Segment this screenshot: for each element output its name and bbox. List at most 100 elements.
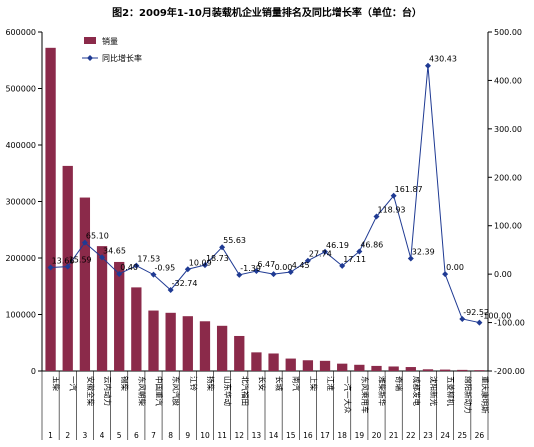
right-tick-label: 500.00: [494, 28, 522, 37]
rank-number: 12: [234, 431, 244, 440]
growth-point: [64, 263, 71, 270]
rank-number: 19: [355, 431, 365, 440]
bar: [371, 365, 382, 371]
growth-point: [304, 257, 311, 264]
bar: [422, 369, 434, 371]
growth-point: [476, 319, 483, 326]
growth-data-label: 46.19: [326, 241, 349, 250]
category-label: 北汽福田: [240, 376, 250, 406]
growth-point: [390, 192, 397, 199]
bar: [234, 335, 245, 371]
right-tick-label: 300.00: [494, 125, 522, 134]
growth-point: [133, 262, 140, 269]
bars-series: [45, 47, 485, 371]
bar: [388, 366, 399, 371]
growth-data-label: 15.59: [69, 256, 92, 265]
bar: [302, 360, 314, 371]
rank-number: 9: [185, 431, 190, 440]
rank-number: 13: [252, 431, 262, 440]
growth-point: [373, 213, 380, 220]
left-tick-label: 300000: [5, 198, 36, 207]
bar: [439, 369, 451, 371]
bar: [216, 325, 228, 371]
category-label: 江铃: [189, 376, 199, 391]
growth-data-label: 4.45: [292, 261, 310, 270]
category-label: 玉柴: [52, 376, 62, 391]
category-label: 南汽: [292, 376, 302, 391]
bar: [182, 316, 193, 371]
category-label: 中国重汽: [155, 376, 165, 406]
left-tick-label: 200000: [5, 254, 36, 263]
growth-point: [236, 271, 243, 278]
legend-label-bar: 销量: [102, 36, 118, 46]
growth-point: [167, 286, 174, 293]
rank-number: 11: [217, 431, 227, 440]
category-label: 沈阳新光: [429, 376, 439, 406]
rank-number: 3: [82, 431, 87, 440]
rank-number: 16: [303, 431, 313, 440]
category-label: 江淮: [326, 376, 336, 391]
growth-data-label: 34.65: [103, 246, 126, 255]
rank-number: 22: [406, 431, 416, 440]
growth-data-label: -1.39: [240, 264, 261, 273]
category-label: 五菱柳机: [446, 376, 456, 406]
category-label: 东风乘用车: [360, 376, 370, 414]
rank-number: 6: [134, 431, 139, 440]
growth-point: [339, 262, 346, 269]
bar: [165, 312, 176, 371]
category-label: 潍柴新华: [378, 376, 388, 406]
growth-data-label: -32.74: [172, 279, 198, 288]
bar: [405, 367, 416, 371]
bar: [79, 197, 91, 371]
category-label: 一汽: [69, 376, 79, 391]
growth-data-label: 55.63: [223, 236, 246, 245]
rank-number: 8: [168, 431, 173, 440]
growth-point: [99, 254, 106, 261]
growth-data-label: 0.00: [275, 263, 293, 272]
growth-data-label: -0.95: [155, 264, 176, 273]
growth-point: [322, 248, 329, 255]
bar: [131, 287, 142, 371]
growth-point: [116, 270, 123, 277]
category-label: 长安: [257, 376, 267, 391]
right-tick-label: 200.00: [494, 173, 522, 182]
bar: [199, 321, 211, 371]
growth-point: [219, 244, 226, 251]
right-tick-label: 100.00: [494, 222, 522, 231]
rank-number: 21: [389, 431, 399, 440]
category-label: 锡柴: [120, 376, 130, 391]
rank-number: 14: [269, 431, 279, 440]
bar: [319, 360, 331, 371]
growth-data-label: 65.10: [86, 232, 109, 241]
right-tick-label: -200.00: [494, 367, 525, 376]
bar: [148, 310, 159, 371]
category-label: 山东华动: [223, 376, 233, 406]
growth-point: [287, 268, 294, 275]
growth-data-label: 430.43: [429, 55, 457, 64]
growth-point: [459, 315, 466, 322]
axes: 0 100000 200000 300000 400000 500000 600000 -20…: [5, 28, 525, 440]
left-tick-label: 400000: [5, 141, 36, 150]
growth-data-label: 46.86: [360, 240, 383, 249]
rank-number: 24: [440, 431, 450, 440]
growth-data-label: 27.74: [309, 250, 332, 259]
growth-data-label: 18.73: [206, 254, 229, 263]
bar: [45, 47, 56, 371]
bar: [354, 364, 365, 371]
category-labels: 玉柴 1 一汽 2 安徽全柴 3 云内动力 4 锡柴 5 东风朝柴 6 中国重汽 7 东风汽股 8 江铃 9 扬柴 1…: [48, 376, 490, 440]
rank-number: 26: [475, 431, 485, 440]
category-label: 绵阳新动力: [463, 376, 473, 414]
left-tick-label: 0: [31, 367, 36, 376]
growth-point: [253, 268, 260, 275]
left-tick-label: 600000: [5, 28, 36, 37]
growth-data-label: 118.93: [378, 206, 406, 215]
growth-data-label: 13.66: [52, 257, 75, 266]
growth-point: [442, 271, 449, 278]
growth-data-label: 0.00: [446, 263, 464, 272]
growth-point: [81, 239, 88, 246]
rank-number: 5: [117, 431, 122, 440]
rank-number: 4: [100, 431, 105, 440]
rank-number: 2: [65, 431, 70, 440]
